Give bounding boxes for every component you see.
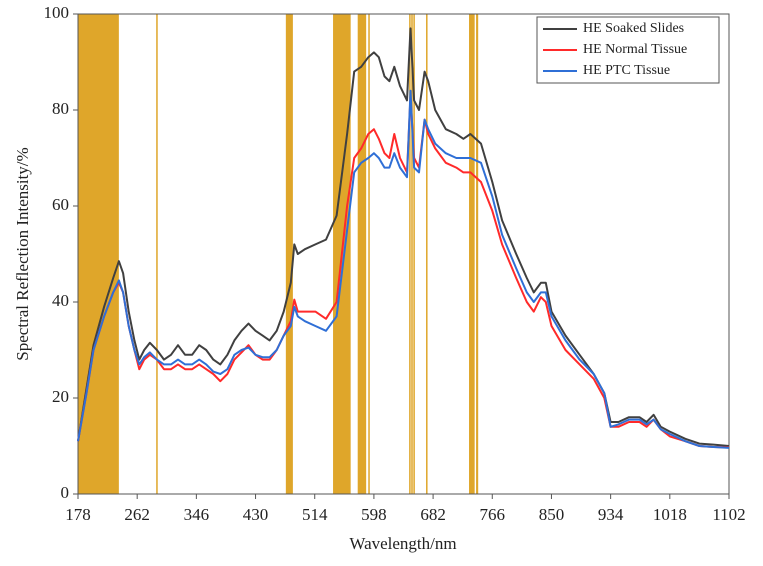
highlight-band xyxy=(357,14,367,494)
highlight-band xyxy=(368,14,370,494)
legend-label: HE PTC Tissue xyxy=(583,63,670,78)
highlight-band xyxy=(409,14,411,494)
plot-frame xyxy=(77,13,730,495)
y-axis-label: Spectral Reflection Intensity/% xyxy=(13,147,32,360)
y-tick-label: 60 xyxy=(52,195,69,214)
y-tick-label: 80 xyxy=(52,99,69,118)
highlight-band xyxy=(413,14,415,494)
highlight-band xyxy=(476,14,479,494)
x-axis-label: Wavelength/nm xyxy=(349,534,456,553)
y-tick-label: 20 xyxy=(52,387,69,406)
legend-label: HE Normal Tissue xyxy=(583,42,687,57)
y-tick-label: 0 xyxy=(61,483,70,502)
highlight-band xyxy=(469,14,475,494)
x-tick-label: 598 xyxy=(361,505,387,524)
y-tick-label: 40 xyxy=(52,291,69,310)
y-tick-label: 100 xyxy=(44,3,70,22)
x-tick-label: 682 xyxy=(420,505,446,524)
series-line xyxy=(77,94,730,449)
x-tick-label: 766 xyxy=(480,505,506,524)
series-line xyxy=(77,27,730,447)
x-tick-label: 1102 xyxy=(712,505,745,524)
highlight-band xyxy=(411,14,413,494)
series-line xyxy=(77,89,730,449)
x-tick-label: 178 xyxy=(65,505,91,524)
x-tick-label: 1018 xyxy=(653,505,687,524)
highlight-band xyxy=(156,14,158,494)
x-tick-label: 934 xyxy=(598,505,624,524)
highlight-band xyxy=(285,14,293,494)
x-tick-label: 514 xyxy=(302,505,328,524)
x-tick-label: 430 xyxy=(243,505,269,524)
highlight-band xyxy=(426,14,428,494)
x-tick-label: 262 xyxy=(124,505,150,524)
x-tick-label: 850 xyxy=(539,505,565,524)
legend-label: HE Soaked Slides xyxy=(583,21,684,36)
x-tick-label: 346 xyxy=(184,505,210,524)
highlight-band xyxy=(78,14,119,494)
